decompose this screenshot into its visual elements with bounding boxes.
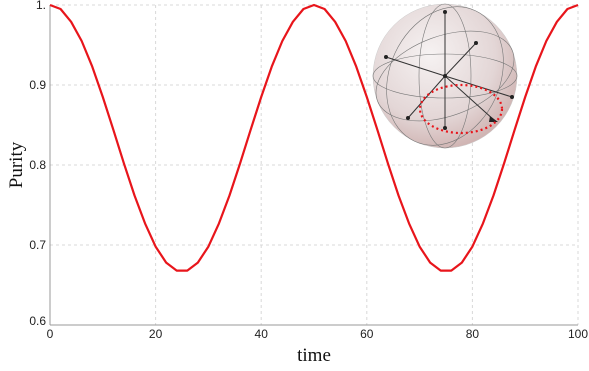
line <box>49 3 579 272</box>
x-tick-label: 40 <box>255 327 269 341</box>
y-tick-label: 0.8 <box>29 158 46 172</box>
y-tick-label: 0.9 <box>29 78 46 92</box>
x-tick-label: 20 <box>149 327 163 341</box>
grid: 0.6 0.7 0.8 0.9 1. 0 20 40 60 80 100 <box>29 0 588 341</box>
y-tick-label: 0.7 <box>29 238 46 252</box>
x-axis-title: time <box>297 345 331 366</box>
plot <box>49 3 579 272</box>
y-tick-label: 1. <box>36 0 46 12</box>
y-tick-label: 0.6 <box>29 314 46 328</box>
x-tick-label: 80 <box>466 327 480 341</box>
bloch-sphere-inset <box>372 3 518 149</box>
y-axis-title: Purity <box>6 141 27 188</box>
x-tick-label: 0 <box>47 327 54 341</box>
x-tick-label: 100 <box>568 327 588 341</box>
x-tick-label: 60 <box>360 327 374 341</box>
